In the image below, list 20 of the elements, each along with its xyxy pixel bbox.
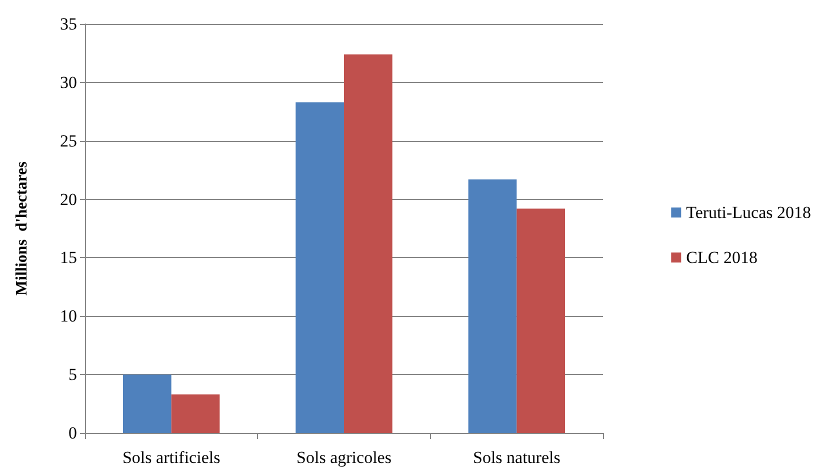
bar	[171, 394, 220, 433]
y-tick-label: 0	[68, 424, 77, 442]
bar	[344, 54, 392, 433]
y-tick-label: 5	[68, 365, 77, 384]
x-tick-label: Sols agricoles	[296, 448, 392, 467]
y-tick-label: 35	[60, 14, 77, 34]
y-tick-label: 30	[60, 72, 77, 92]
y-tick-label: 10	[60, 306, 77, 326]
x-tick-label: Sols naturels	[472, 448, 560, 467]
bar	[468, 179, 517, 433]
bar	[296, 102, 344, 433]
legend-label: Teruti-Lucas 2018	[686, 203, 812, 222]
x-tick-label: Sols artificiels	[122, 448, 220, 467]
y-tick-label: 25	[60, 131, 77, 150]
y-tick-label: 15	[60, 248, 77, 268]
legend-label: CLC 2018	[686, 248, 758, 267]
bar	[122, 374, 172, 433]
y-axis-title: Millions d'hectares	[14, 162, 30, 296]
y-tick-label: 20	[60, 190, 77, 209]
bar	[516, 208, 566, 433]
